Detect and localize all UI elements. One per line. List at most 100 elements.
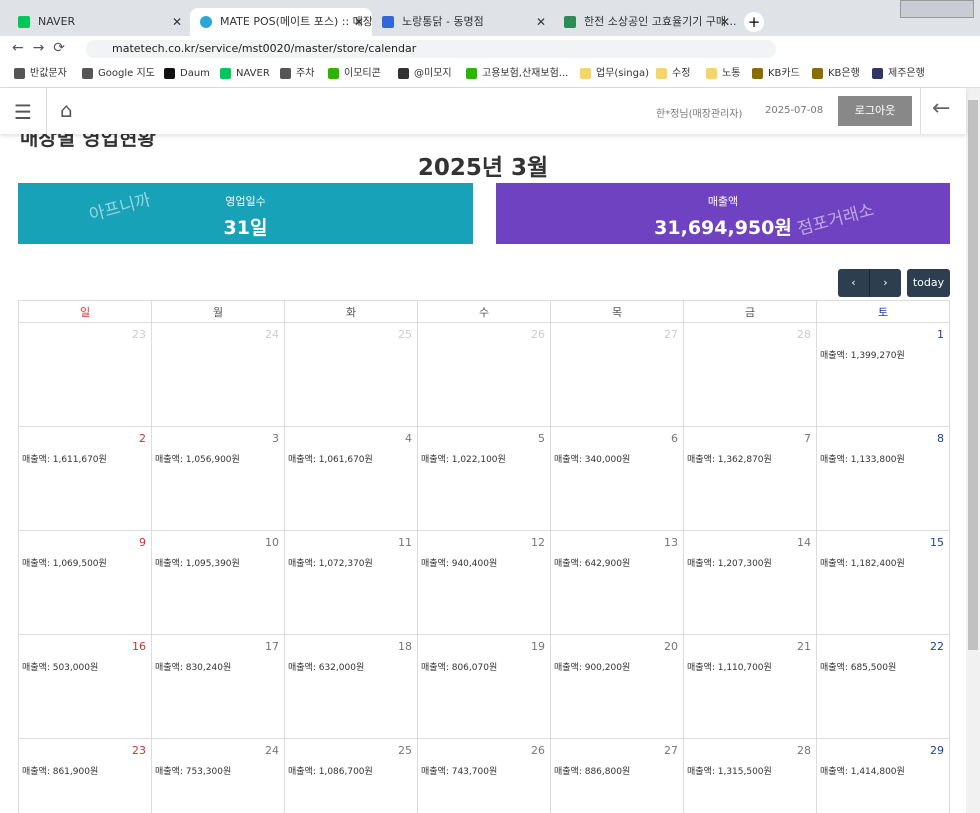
day-cell: 16 매출액: 503,000원: [18, 634, 152, 739]
bookmark[interactable]: @미모지: [398, 67, 452, 81]
home-button[interactable]: ⌂: [60, 98, 73, 122]
day-number: 17: [265, 640, 279, 653]
day-number: 22: [930, 640, 944, 653]
tab[interactable]: NAVER ✕: [8, 8, 190, 36]
day-number: 26: [531, 328, 545, 341]
sales-amount: 매출액: 503,000원: [22, 663, 99, 673]
day-cell: 25 매출액: 1,086,700원: [284, 738, 418, 813]
app-header: ☰ ⌂ 한*정님(매장관리자) 2025-07-08 로그아웃 ←: [0, 88, 966, 134]
day-number: 27: [664, 328, 678, 341]
day-number: 24: [265, 744, 279, 757]
sales-amount: 매출액: 1,611,670원: [22, 455, 107, 465]
day-number: 23: [132, 744, 146, 757]
day-cell: 27: [550, 322, 684, 427]
bookmark[interactable]: Daum: [164, 67, 210, 81]
day-number: 13: [664, 536, 678, 549]
bookmark[interactable]: 수정: [656, 67, 690, 81]
window-controls[interactable]: [900, 0, 974, 18]
bookmark[interactable]: NAVER: [220, 67, 270, 81]
bookmark[interactable]: Google 지도: [82, 67, 155, 81]
bookmark-label: 수정: [672, 68, 691, 79]
tab[interactable]: 한전 소상공인 고효율기기 구매... ✕: [554, 8, 738, 36]
bookmark-label: 노통: [722, 68, 741, 79]
nav-buttons[interactable]: ← → ⟳: [12, 40, 65, 56]
week-row: 16 매출액: 503,000원 17 매출액: 830,240원 18 매출액: 632…: [18, 634, 950, 739]
day-cell: 8 매출액: 1,133,800원: [816, 426, 950, 531]
tab-title: 한전 소상공인 고효율기기 구매...: [584, 15, 737, 28]
day-number: 23: [132, 328, 146, 341]
logout-button[interactable]: 로그아웃: [838, 96, 912, 126]
scroll-thumb[interactable]: [968, 100, 978, 650]
bookmark[interactable]: 노통: [706, 67, 740, 81]
day-number: 14: [797, 536, 811, 549]
day-number: 25: [398, 328, 412, 341]
prev-button[interactable]: ‹: [838, 269, 869, 297]
weekday: 화: [284, 300, 418, 323]
bookmark[interactable]: 고용보험,산재보험...: [466, 67, 568, 81]
bookmark-label: Daum: [180, 68, 210, 79]
content: 매장별 영업현황 2025년 3월 영업일수 31일 아프니까 매출액 31,6…: [0, 134, 966, 813]
bookmark-label: NAVER: [236, 68, 270, 79]
day-number: 16: [132, 640, 146, 653]
day-cell: 5 매출액: 1,022,100원: [417, 426, 551, 531]
day-number: 19: [531, 640, 545, 653]
summary-value: 31일: [223, 217, 268, 239]
tab-title: 노랑통닭 - 동명점: [402, 15, 484, 28]
day-cell: 11 매출액: 1,072,370원: [284, 530, 418, 635]
day-cell: 28: [683, 322, 817, 427]
day-number: 21: [797, 640, 811, 653]
tab[interactable]: MATE POS(메이트 포스) :: 매장 ... ✕: [190, 8, 372, 36]
sales-amount: 매출액: 743,700원: [421, 767, 498, 777]
day-number: 4: [405, 432, 412, 445]
sales-amount: 매출액: 753,300원: [155, 767, 232, 777]
day-cell: 13 매출액: 642,900원: [550, 530, 684, 635]
day-number: 15: [930, 536, 944, 549]
tab[interactable]: 노랑통닭 - 동명점 ✕: [372, 8, 554, 36]
new-tab[interactable]: +: [744, 12, 764, 32]
bookmark[interactable]: 업무(singa): [580, 67, 649, 81]
summary-value: 31,694,950원: [654, 217, 792, 239]
sales-amount: 매출액: 1,069,500원: [22, 559, 107, 569]
day-number: 5: [538, 432, 545, 445]
bookmark[interactable]: KB은행: [812, 67, 860, 81]
week-row: 23 24 25 26 27 28 1 매출액: 1,399,270원: [18, 322, 950, 427]
weekday: 토: [816, 300, 950, 323]
day-number: 24: [265, 328, 279, 341]
url-field[interactable]: matetech.co.kr/service/mst0020/master/st…: [86, 40, 776, 58]
day-cell: 26 매출액: 743,700원: [417, 738, 551, 813]
bookmark[interactable]: 반값문자: [14, 67, 67, 81]
bookmark-label: 이모티콘: [344, 68, 381, 79]
next-button[interactable]: ›: [869, 269, 901, 297]
menu-button[interactable]: ☰: [14, 100, 32, 124]
tab-title: NAVER: [38, 15, 76, 28]
week-row: 23 매출액: 861,900원 24 매출액: 753,300원 25 매출액: 1,0…: [18, 738, 950, 813]
sales-amount: 매출액: 1,414,800원: [820, 767, 905, 777]
day-cell: 7 매출액: 1,362,870원: [683, 426, 817, 531]
bookmark-label: KB카드: [768, 68, 800, 79]
bookmarks-bar: 반값문자 Google 지도 Daum NAVER 주차 이모티콘 @미모지 고용보험,산재보…: [0, 62, 980, 88]
page-title: 매장별 영업현황: [20, 134, 156, 150]
sales-amount: 매출액: 1,061,670원: [288, 455, 373, 465]
sales-amount: 매출액: 1,095,390원: [155, 559, 240, 569]
day-cell: 19 매출액: 806,070원: [417, 634, 551, 739]
divider: [46, 88, 47, 134]
sales-amount: 매출액: 685,500원: [820, 663, 897, 673]
summary-card: 영업일수 31일 아프니까: [18, 183, 473, 244]
summary-label: 영업일수: [225, 195, 266, 208]
sales-amount: 매출액: 1,207,300원: [687, 559, 772, 569]
bookmark[interactable]: 이모티콘: [328, 67, 381, 81]
sales-amount: 매출액: 806,070원: [421, 663, 498, 673]
day-number: 28: [797, 328, 811, 341]
day-cell: 10 매출액: 1,095,390원: [151, 530, 285, 635]
sales-amount: 매출액: 861,900원: [22, 767, 99, 777]
today-button[interactable]: today: [907, 269, 950, 297]
bookmark[interactable]: 제주은행: [872, 67, 925, 81]
day-cell: 2 매출액: 1,611,670원: [18, 426, 152, 531]
bookmark[interactable]: KB카드: [752, 67, 800, 81]
back-button[interactable]: ←: [932, 96, 951, 121]
user-name: 한*정님(매장관리자): [656, 109, 743, 120]
day-number: 2: [139, 432, 146, 445]
bookmark[interactable]: 주차: [280, 67, 314, 81]
calendar: 일 월 화 수 목 금 토 23 24 25 26 27 28 1 매출액: 1,399,270원 2 매출액:…: [18, 300, 950, 813]
